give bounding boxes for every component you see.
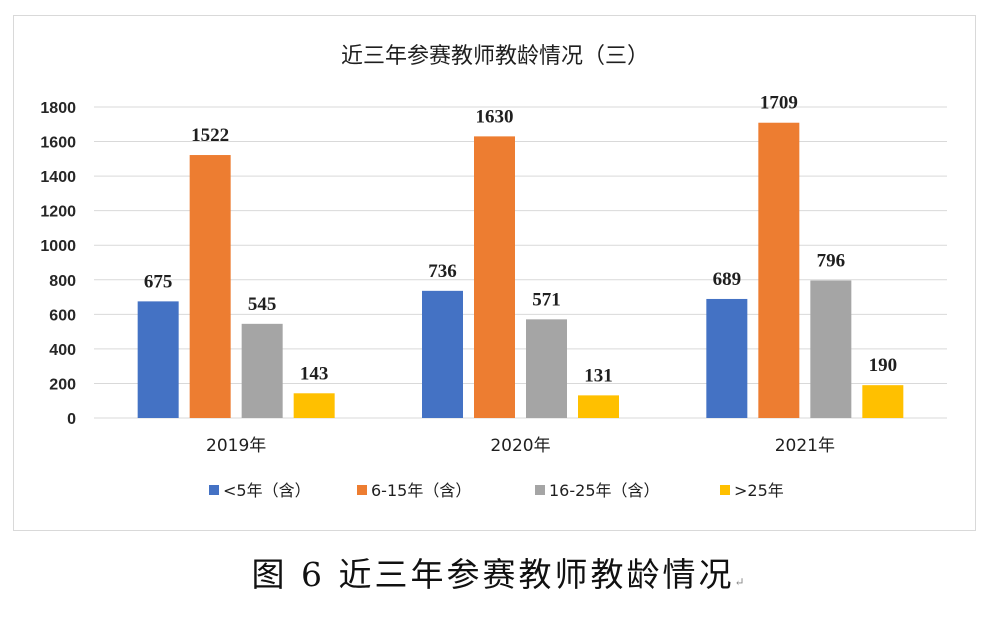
bar [706,298,748,418]
bar [578,395,619,418]
bar-chart: 近三年参赛教师教龄情况（三） 0 200 400 600 800 1000 1200 1400 1… [40,44,947,500]
bar [862,385,904,418]
data-label: 190 [869,355,898,376]
data-label: 571 [532,289,561,310]
bar [137,301,179,418]
bar [189,155,231,418]
data-label: 1522 [191,125,229,146]
legend-swatch [535,485,545,495]
y-tick-label: 200 [49,376,76,393]
data-label: 736 [428,261,457,282]
y-tick-label: 1800 [40,100,76,117]
y-tick-label: 1400 [40,169,76,186]
bar [526,319,567,418]
y-tick-label: 800 [49,273,76,290]
bar [810,280,852,418]
data-label: 143 [300,363,329,384]
data-label: 545 [248,294,277,315]
bar [422,290,463,418]
data-label: 689 [713,269,742,290]
x-tick-label: 2019年 [206,436,266,456]
legend-swatch [720,485,730,495]
bar [293,393,335,418]
legend-label: 16-25年（含） [549,481,660,500]
bar [758,122,800,418]
y-tick-label: 400 [49,342,76,359]
bar [241,323,283,418]
y-tick-label: 1000 [40,238,76,255]
data-label: 1709 [760,93,798,114]
caption-text: 图 6 近三年参赛教师教龄情况 [251,555,735,594]
y-tick-label: 1600 [40,135,76,152]
legend-label: <5年（含） [223,481,311,500]
figure-caption: 图 6 近三年参赛教师教龄情况↵ [0,548,996,596]
legend-label: >25年 [734,481,784,500]
bar [474,136,515,418]
data-label: 1630 [476,106,514,127]
data-label: 131 [584,365,613,386]
x-tick-label: 2020年 [490,436,550,456]
y-tick-label: 600 [49,307,76,324]
chart-title: 近三年参赛教师教龄情况（三） [341,44,649,69]
legend-swatch [357,485,367,495]
x-tick-label: 2021年 [775,436,835,456]
y-tick-label: 0 [67,411,76,428]
legend-swatch [209,485,219,495]
legend-label: 6-15年（含） [371,481,471,500]
data-label: 675 [144,271,173,292]
paragraph-mark-icon: ↵ [734,575,745,589]
data-label: 796 [817,250,846,271]
y-tick-label: 1200 [40,204,76,221]
chart-frame: 近三年参赛教师教龄情况（三） 0 200 400 600 800 1000 1200 1400 1… [13,15,976,531]
